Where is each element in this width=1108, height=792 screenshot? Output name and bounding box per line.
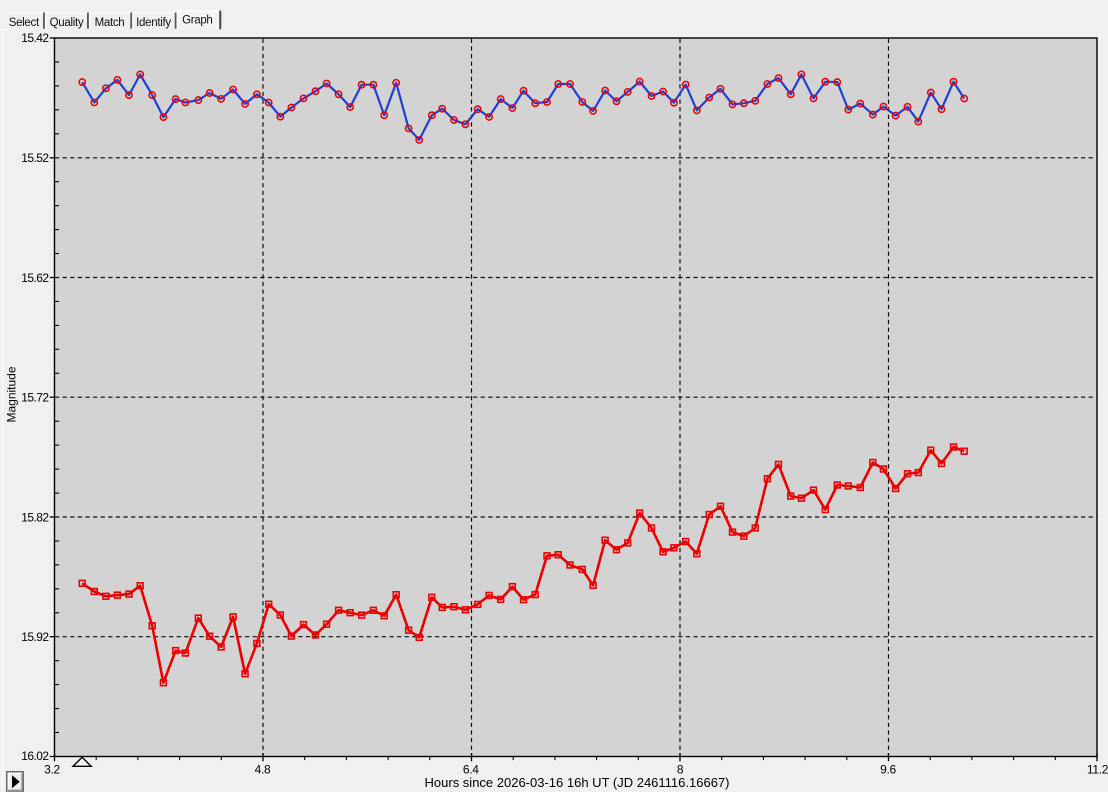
svg-text:11.2: 11.2 xyxy=(1087,762,1108,776)
svg-text:15.92: 15.92 xyxy=(21,630,49,644)
svg-text:15.62: 15.62 xyxy=(21,271,49,285)
svg-text:15.42: 15.42 xyxy=(21,31,49,45)
svg-text:3.2: 3.2 xyxy=(44,762,60,776)
svg-text:Graph: Graph xyxy=(182,15,212,27)
svg-text:Identify: Identify xyxy=(136,17,171,29)
svg-text:4.8: 4.8 xyxy=(255,762,271,776)
svg-text:6.4: 6.4 xyxy=(463,762,479,776)
svg-text:Select: Select xyxy=(9,17,40,29)
svg-text:8: 8 xyxy=(677,762,684,776)
svg-text:16.02: 16.02 xyxy=(21,749,49,763)
svg-text:15.52: 15.52 xyxy=(21,151,49,165)
svg-text:Quality: Quality xyxy=(50,17,84,29)
svg-text:Match: Match xyxy=(95,17,125,29)
svg-text:15.72: 15.72 xyxy=(21,391,49,405)
svg-text:9.6: 9.6 xyxy=(880,762,896,776)
svg-text:Magnitude: Magnitude xyxy=(5,366,19,422)
svg-text:Hours since 2026-03-16 16h UT: Hours since 2026-03-16 16h UT (JD 246111… xyxy=(425,775,730,790)
svg-text:15.82: 15.82 xyxy=(21,510,49,524)
